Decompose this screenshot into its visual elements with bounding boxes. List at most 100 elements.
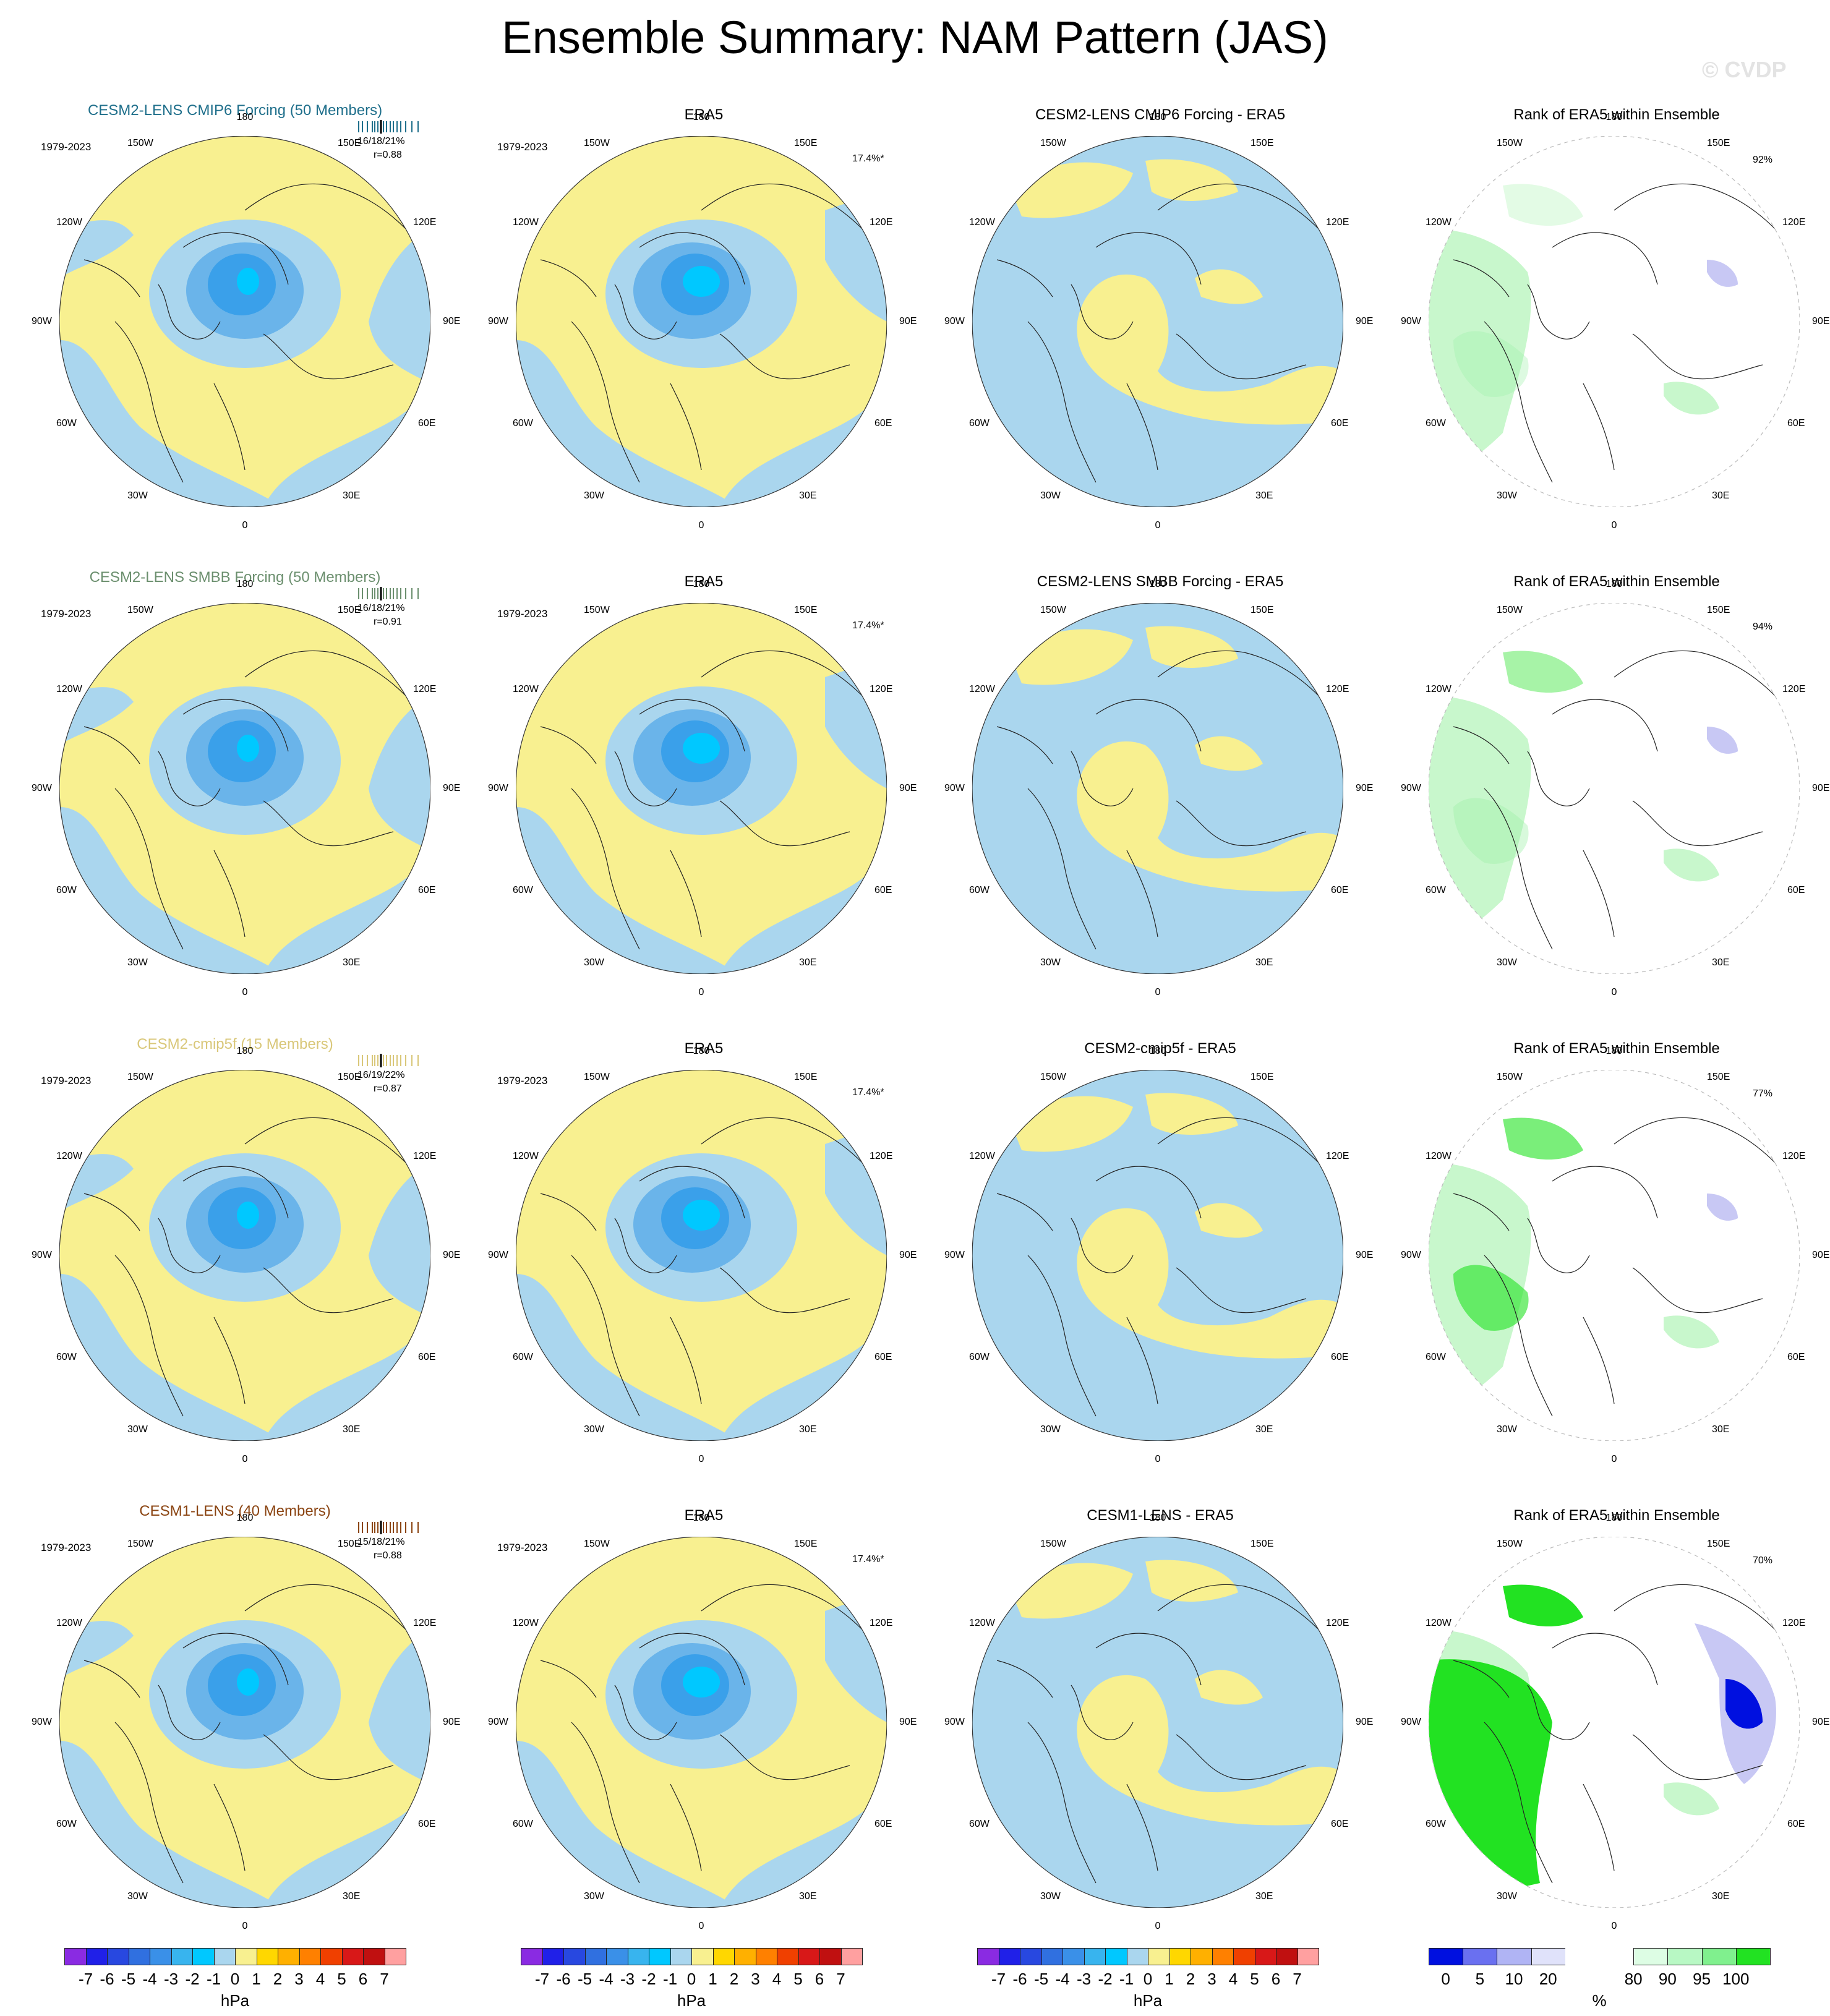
panel-title: Rank of ERA5 within Ensemble <box>1513 106 1720 123</box>
panel-title: CESM2-LENS CMIP6 Forcing - ERA5 <box>1035 106 1286 123</box>
colorbar-cell <box>1020 1948 1042 1965</box>
colorbar-cell <box>1191 1948 1213 1965</box>
map-label-0: 0 <box>242 520 248 531</box>
map-label-90w: 90W <box>32 316 52 327</box>
colorbar-unit: hPa <box>220 1991 250 2010</box>
map-label-60e: 60E <box>1331 1352 1349 1362</box>
colorbar-cell <box>1297 1948 1319 1965</box>
map-label-0: 0 <box>1155 1454 1161 1464</box>
map-label-60e: 60E <box>1787 418 1805 429</box>
map-label-120w: 120W <box>56 684 82 694</box>
colorbar-tick: 1 <box>1165 1970 1174 1988</box>
map-label-30e: 30E <box>1712 490 1730 501</box>
map-label-120e: 120E <box>413 1151 437 1161</box>
colorbar-cell <box>1233 1948 1255 1965</box>
colorbar-tick: 2 <box>729 1970 739 1988</box>
colorbar-tick: -5 <box>1033 1970 1049 1988</box>
colorbar-cell <box>649 1948 671 1965</box>
map-label-60e: 60E <box>418 1819 436 1829</box>
map-label-30w: 30W <box>1497 490 1517 501</box>
map-label-120e: 120E <box>870 1151 893 1161</box>
ensemble-spread-icon <box>356 587 425 600</box>
map-label-0: 0 <box>242 987 248 997</box>
polar-map-rank <box>1429 1537 1800 1908</box>
map-label-120w: 120W <box>969 217 995 228</box>
ensemble-stats: 16/19/22% <box>357 1070 405 1080</box>
map-label-90w: 90W <box>1401 1717 1421 1727</box>
colorbar-cell <box>363 1948 385 1965</box>
map-label-0: 0 <box>698 1454 704 1464</box>
map-label-30e: 30E <box>343 490 361 501</box>
colorbar-cell <box>998 1948 1020 1965</box>
ensemble-stats: 15/18/21% <box>357 1537 405 1547</box>
ensemble-spread-icon <box>356 120 425 134</box>
colorbar-cell <box>584 1948 607 1965</box>
map-label-150w: 150W <box>1040 1539 1066 1549</box>
polar-map-diff <box>972 1070 1343 1441</box>
polar-map-model <box>59 136 430 507</box>
colorbar-cell <box>777 1948 799 1965</box>
map-label-60e: 60E <box>418 418 436 429</box>
map-label-0: 0 <box>1155 520 1161 531</box>
panel-title: CESM2-cmip5f (15 Members) <box>137 1036 333 1053</box>
colorbar-tick: -4 <box>142 1970 157 1988</box>
map-label-90e: 90E <box>899 316 917 327</box>
map-label-150w: 150W <box>127 138 153 148</box>
colorbar-cell <box>542 1948 564 1965</box>
period-label: 1979-2023 <box>41 1542 92 1553</box>
colorbar-tick: -5 <box>577 1970 592 1988</box>
map-label-150w: 150W <box>127 1539 153 1549</box>
panel-rank-row3: Rank of ERA5 within Ensemble 77% 180 150W 1… <box>1388 1033 1830 1503</box>
colorbar-cell <box>1105 1948 1127 1965</box>
map-label-60e: 60E <box>874 1352 892 1362</box>
map-label-150e: 150E <box>1251 138 1274 148</box>
map-label-120w: 120W <box>1426 217 1452 228</box>
map-label-90w: 90W <box>32 1250 52 1260</box>
polar-map-diff <box>972 603 1343 974</box>
panel-obs-row1: ERA5 1979-2023 17.4%* 180 150W 150E 120W 120E 9… <box>475 99 933 569</box>
pattern-correlation: r=0.88 <box>374 1550 402 1561</box>
map-label-60w: 60W <box>56 1352 77 1362</box>
map-label-150e: 150E <box>1707 605 1730 615</box>
colorbar-tick: 2 <box>273 1970 283 1988</box>
colorbar-tick: 4 <box>772 1970 782 1988</box>
colorbar-cell <box>213 1948 236 1965</box>
map-label-60w: 60W <box>513 885 533 895</box>
map-label-150e: 150E <box>1707 1072 1730 1082</box>
map-label-120w: 120W <box>969 1151 995 1161</box>
map-label-150e: 150E <box>1251 1539 1274 1549</box>
map-label-30e: 30E <box>799 490 817 501</box>
colorbar-tick: -3 <box>620 1970 635 1988</box>
map-label-150w: 150W <box>1497 138 1523 148</box>
map-label-150w: 150W <box>1497 1072 1523 1082</box>
map-label-120e: 120E <box>1326 217 1349 228</box>
colorbar-tick: -1 <box>206 1970 221 1988</box>
map-label-150e: 150E <box>338 605 361 615</box>
panel-diff-row4: CESM1-LENS - ERA5 180 150W 150E 120W 120E 90W… <box>931 1500 1389 1970</box>
map-label-150e: 150E <box>1707 1539 1730 1549</box>
colorbar-cell <box>1254 1948 1276 1965</box>
map-label-30e: 30E <box>1712 1424 1730 1435</box>
panel-obs-row4: ERA5 1979-2023 17.4%* 180 150W 150E 120W 120E 9… <box>475 1500 933 1970</box>
period-label: 1979-2023 <box>497 141 548 153</box>
colorbar-tick: 7 <box>836 1970 845 1988</box>
map-label-90e: 90E <box>899 1250 917 1260</box>
map-label-30w: 30W <box>1497 957 1517 968</box>
map-label-150w: 150W <box>1040 605 1066 615</box>
map-label-150w: 150W <box>584 138 610 148</box>
colorbar-tick: -6 <box>100 1970 114 1988</box>
map-label-150e: 150E <box>1251 1072 1274 1082</box>
map-label-60w: 60W <box>1426 1819 1446 1829</box>
map-label-90e: 90E <box>443 316 461 327</box>
colorbar-cell <box>670 1948 692 1965</box>
map-label-120w: 120W <box>1426 1618 1452 1628</box>
map-label-120e: 120E <box>1326 684 1349 694</box>
map-label-60w: 60W <box>56 885 77 895</box>
colorbar-unit: hPa <box>677 1991 706 2010</box>
colorbar-tick: -3 <box>163 1970 179 1988</box>
map-label-150w: 150W <box>584 605 610 615</box>
map-label-150w: 150W <box>584 1072 610 1082</box>
colorbar-cell <box>320 1948 343 1965</box>
map-label-30w: 30W <box>584 490 604 501</box>
colorbar-cell <box>1148 1948 1170 1965</box>
